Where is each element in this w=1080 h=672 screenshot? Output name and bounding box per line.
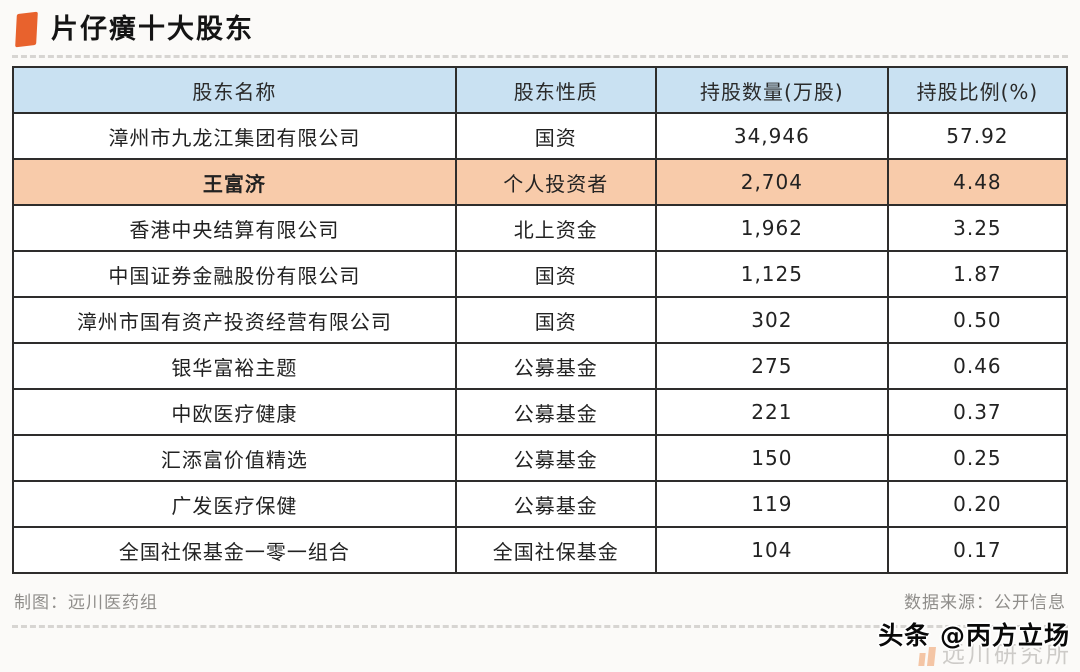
shareholder-nature-cell: 全国社保基金 (454, 526, 657, 574)
holding-quantity-cell: 302 (654, 296, 889, 344)
title-bar: 片仔癀十大股东 (0, 0, 1080, 48)
holding-ratio-cell: 0.25 (886, 434, 1069, 482)
shareholder-name-cell: 全国社保基金一零一组合 (12, 526, 457, 574)
dashed-divider-top (12, 55, 1068, 58)
yuanchuan-logo: 远川研究所 (918, 642, 1072, 668)
table-row: 全国社保基金一零一组合 全国社保基金 104 0.17 (12, 526, 1069, 574)
shareholder-nature-cell: 公募基金 (454, 434, 657, 482)
holding-quantity-cell: 221 (654, 388, 889, 436)
shareholder-name-cell: 银华富裕主题 (12, 342, 457, 390)
shareholder-nature-cell: 公募基金 (454, 342, 657, 390)
holding-ratio-cell: 1.87 (886, 250, 1069, 298)
shareholder-nature-cell: 公募基金 (454, 480, 657, 528)
holding-quantity-cell: 34,946 (654, 112, 889, 160)
credit-data-source: 数据来源：公开信息 (904, 593, 1066, 613)
shareholder-name-cell: 漳州市九龙江集团有限公司 (12, 112, 457, 160)
holding-ratio-cell: 57.92 (886, 112, 1069, 160)
table-row: 中欧医疗健康 公募基金 221 0.37 (12, 388, 1069, 436)
accent-bar-icon (15, 11, 38, 48)
table-row: 银华富裕主题 公募基金 275 0.46 (12, 342, 1069, 390)
holding-ratio-cell: 0.17 (886, 526, 1069, 574)
shareholder-name-cell: 漳州市国有资产投资经营有限公司 (12, 296, 457, 344)
holding-ratio-cell: 0.50 (886, 296, 1069, 344)
table-row: 漳州市国有资产投资经营有限公司 国资 302 0.50 (12, 296, 1069, 344)
shareholder-name-cell: 香港中央结算有限公司 (12, 204, 457, 252)
shareholder-nature-cell: 公募基金 (454, 388, 657, 436)
shareholder-name-cell: 广发医疗保健 (12, 480, 457, 528)
shareholder-name-cell: 汇添富价值精选 (12, 434, 457, 482)
shareholders-table: 股东名称 股东性质 持股数量(万股) 持股比例(%) 漳州市九龙江集团有限公司 … (12, 66, 1069, 574)
column-header-holding-ratio: 持股比例(%) (886, 66, 1069, 114)
holding-quantity-cell: 275 (654, 342, 889, 390)
dashed-divider-bottom (12, 625, 1068, 628)
shareholder-nature-cell: 国资 (454, 250, 657, 298)
holding-quantity-cell: 2,704 (654, 158, 889, 206)
table-header-row: 股东名称 股东性质 持股数量(万股) 持股比例(%) (12, 66, 1069, 114)
table-row-highlighted: 王富济 个人投资者 2,704 4.48 (12, 158, 1069, 206)
shareholder-nature-cell: 个人投资者 (454, 158, 657, 206)
shareholder-name-cell: 中欧医疗健康 (12, 388, 457, 436)
shareholder-nature-cell: 北上资金 (454, 204, 657, 252)
column-header-shareholder-nature: 股东性质 (454, 66, 657, 114)
holding-ratio-cell: 4.48 (886, 158, 1069, 206)
holding-ratio-cell: 3.25 (886, 204, 1069, 252)
table-row: 香港中央结算有限公司 北上资金 1,962 3.25 (12, 204, 1069, 252)
holding-ratio-cell: 0.37 (886, 388, 1069, 436)
holding-quantity-cell: 1,125 (654, 250, 889, 298)
holding-quantity-cell: 150 (654, 434, 889, 482)
yuanchuan-logo-text: 远川研究所 (942, 642, 1072, 668)
holding-quantity-cell: 1,962 (654, 204, 889, 252)
column-header-holding-quantity: 持股数量(万股) (654, 66, 889, 114)
table-row: 广发医疗保健 公募基金 119 0.20 (12, 480, 1069, 528)
credits-row: 制图：远川医药组 数据来源：公开信息 (14, 588, 1066, 613)
watermark-area: 远川研究所 头条 @丙方立场 (818, 616, 1078, 672)
page-title: 片仔癀十大股东 (51, 13, 254, 45)
shareholder-name-cell: 王富济 (12, 158, 457, 206)
holding-quantity-cell: 104 (654, 526, 889, 574)
table-row: 汇添富价值精选 公募基金 150 0.25 (12, 434, 1069, 482)
table-row: 漳州市九龙江集团有限公司 国资 34,946 57.92 (12, 112, 1069, 160)
column-header-shareholder-name: 股东名称 (12, 66, 457, 114)
toutiao-watermark-text: 头条 @丙方立场 (878, 621, 1070, 650)
holding-ratio-cell: 0.20 (886, 480, 1069, 528)
credit-maker: 制图：远川医药组 (14, 593, 158, 613)
holding-quantity-cell: 119 (654, 480, 889, 528)
table-row: 中国证券金融股份有限公司 国资 1,125 1.87 (12, 250, 1069, 298)
shareholder-name-cell: 中国证券金融股份有限公司 (12, 250, 457, 298)
holding-ratio-cell: 0.46 (886, 342, 1069, 390)
shareholder-nature-cell: 国资 (454, 296, 657, 344)
shareholder-nature-cell: 国资 (454, 112, 657, 160)
